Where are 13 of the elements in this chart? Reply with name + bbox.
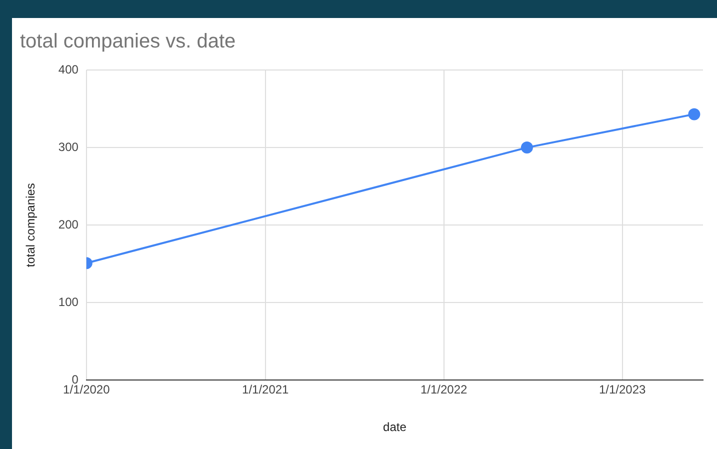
x-tick-label: 1/1/2022 <box>420 382 468 397</box>
y-tick-label: 100 <box>58 294 79 309</box>
point <box>688 108 700 120</box>
y-tick-label: 200 <box>58 217 79 232</box>
chart-title: total companies vs. date <box>20 30 236 53</box>
x-tick-label: 1/1/2021 <box>242 382 290 397</box>
y-tick-label: 300 <box>58 140 79 154</box>
x-tick-label: 1/1/2023 <box>598 382 646 397</box>
point <box>520 142 533 154</box>
y-tick-label: 400 <box>58 62 79 76</box>
x-axis-title: date <box>383 420 407 434</box>
y-axis-title: total companies <box>24 183 38 268</box>
x-tick-label: 1/1/2020 <box>63 382 110 397</box>
